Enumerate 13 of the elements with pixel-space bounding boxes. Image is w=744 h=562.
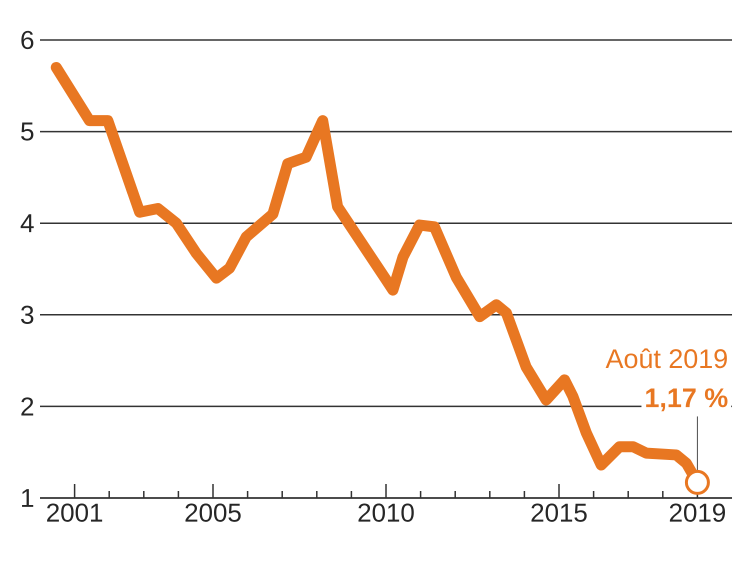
y-tick-label: 3 <box>21 306 34 324</box>
y-tick-label: 2 <box>21 397 34 416</box>
annotation: Août 2019 <box>606 348 727 368</box>
x-tick-label: 2015 <box>531 504 587 522</box>
y-tick-label: 6 <box>21 30 34 50</box>
x-tick-label: 2019 <box>670 504 725 522</box>
x-tick-label: 2005 <box>185 504 241 522</box>
x-tick-label: 2010 <box>358 504 414 522</box>
x-tick-label: 2001 <box>47 504 102 522</box>
y-tick-label: 5 <box>21 122 34 141</box>
annotation: 1,17 % <box>646 388 728 412</box>
y-tick-label: 4 <box>20 214 34 232</box>
y-tick-label: 1 <box>22 489 34 507</box>
